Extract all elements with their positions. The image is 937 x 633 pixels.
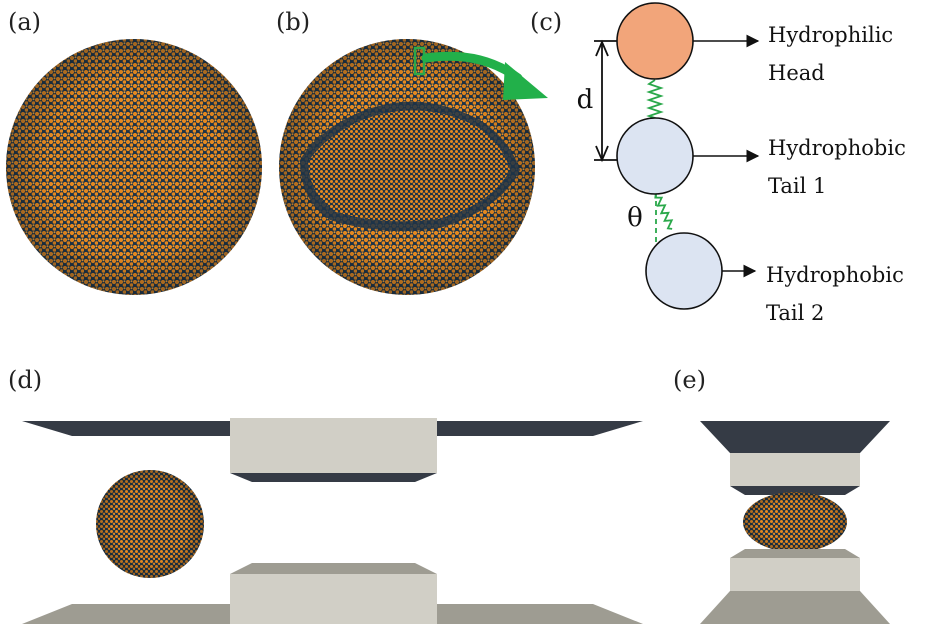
top-block [230, 418, 437, 473]
panel-label-c: (c) [530, 8, 562, 36]
distance-symbol: d [577, 85, 594, 115]
constriction-side [700, 421, 890, 624]
angle-symbol: θ [627, 203, 643, 233]
panel-label-e: (e) [673, 366, 706, 394]
tail1-label-line1: Hydrophobic [768, 136, 906, 160]
tail1-bead [616, 117, 694, 195]
tail1-label-line2: Tail 1 [768, 174, 826, 198]
spring-head-tail1 [646, 79, 664, 124]
tail2-bead [645, 232, 723, 310]
head-bead [616, 2, 694, 80]
bottom-block [230, 574, 437, 624]
spring-tail1-tail2 [654, 191, 674, 230]
vesicle-full [6, 39, 262, 295]
lipid-model: d θ Hydrophilic Head Hydrophobic Tail 1 … [577, 2, 906, 325]
tail2-label-line1: Hydrophobic [766, 263, 904, 287]
zoom-arrow [421, 51, 548, 100]
panel-label-d: (d) [8, 366, 42, 394]
panel-label-b: (b) [276, 8, 310, 36]
head-label-line2: Head [768, 61, 825, 85]
vesicle-cut [279, 39, 535, 295]
panel-label-a: (a) [8, 8, 41, 36]
head-label-line1: Hydrophilic [768, 23, 893, 47]
tail2-label-line2: Tail 2 [766, 301, 824, 325]
constriction-wide [22, 418, 643, 624]
